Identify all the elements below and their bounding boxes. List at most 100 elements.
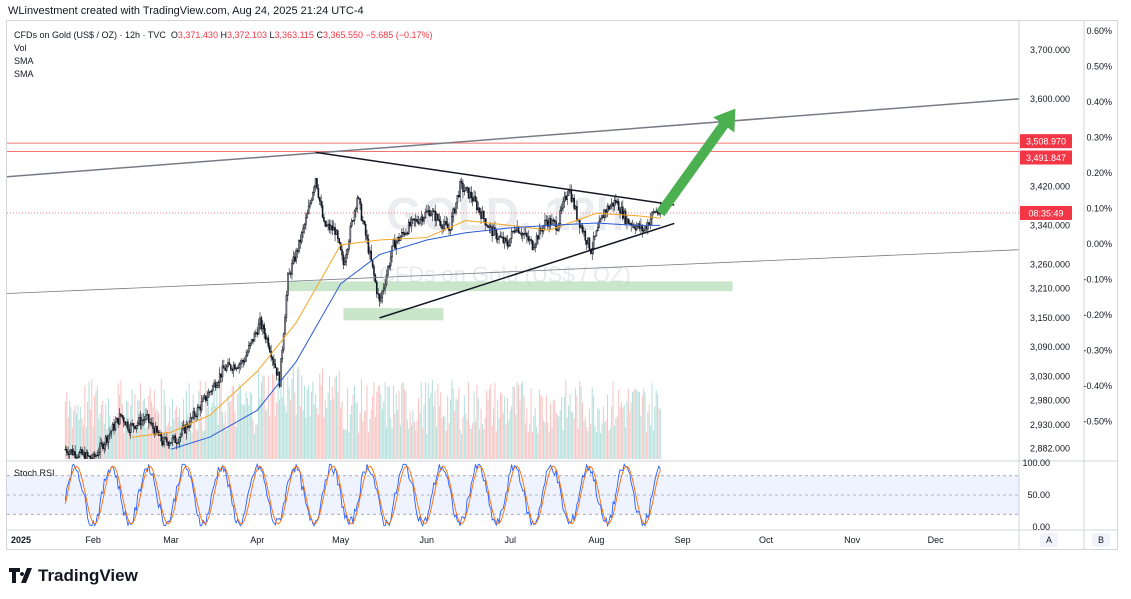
ohlc-legend[interactable]: CFDs on Gold (US$ / OZ) · 12h · TVC O3,3…: [14, 30, 433, 40]
percent-tick-label: -0.10%: [1083, 275, 1112, 285]
volume-bar: [625, 427, 627, 459]
candle: [147, 414, 150, 423]
candle: [645, 226, 648, 230]
candle: [110, 430, 113, 434]
volume-bar: [256, 424, 258, 459]
symbol-label[interactable]: CFDs on Gold (US$ / OZ) · 12h · TVC: [14, 30, 166, 40]
volume-bar: [113, 415, 115, 459]
stoch-rsi-legend[interactable]: Stoch RSI: [14, 468, 55, 478]
volume-bar: [476, 384, 478, 459]
candle: [249, 342, 252, 346]
candle: [384, 283, 386, 289]
candle: [396, 236, 399, 243]
price-axis[interactable]: 3,700.000 3,600.000 3,420.000 3,340.000 3,26…: [1030, 45, 1070, 453]
volume-bar: [387, 386, 389, 459]
candle: [252, 339, 254, 342]
volume-bar: [116, 427, 118, 459]
candle: [648, 222, 651, 225]
candle: [310, 199, 313, 204]
candle: [431, 210, 434, 216]
volume-bar: [358, 432, 360, 459]
candle: [106, 436, 108, 443]
candle: [380, 297, 382, 302]
volume-bar: [575, 388, 577, 459]
volume-bar: [659, 408, 661, 459]
volume-bar: [221, 412, 223, 459]
candle: [317, 188, 320, 198]
sma-fast-legend[interactable]: SMA: [14, 56, 34, 66]
candle: [502, 236, 505, 243]
volume-bar: [278, 400, 280, 459]
volume-bar: [424, 382, 426, 459]
volume-bar: [411, 424, 413, 459]
volume-bar: [511, 406, 513, 459]
volume-bar: [319, 373, 321, 459]
candle: [97, 452, 100, 456]
candle: [355, 208, 357, 212]
candle: [216, 385, 218, 389]
candle: [345, 254, 347, 263]
volume-bar: [95, 390, 97, 459]
candle: [349, 225, 352, 242]
volume-bar: [513, 386, 515, 459]
candle: [207, 391, 210, 398]
candle: [136, 422, 139, 426]
candle: [127, 421, 129, 430]
candle: [191, 417, 193, 419]
candle: [423, 217, 425, 222]
volume-bar: [341, 401, 343, 459]
candle: [545, 219, 548, 222]
volume-bar: [241, 403, 243, 459]
candle: [67, 452, 69, 456]
candle: [563, 196, 566, 202]
candle: [413, 218, 416, 221]
stoch-rsi-tick-label: 100.00: [1022, 458, 1050, 468]
volume-bar: [445, 430, 447, 459]
candle: [596, 227, 599, 232]
candle: [70, 449, 72, 452]
volume-bar: [334, 377, 336, 459]
volume-bar: [593, 395, 595, 459]
volume-bar: [96, 386, 98, 459]
volume-legend[interactable]: Vol: [14, 43, 27, 53]
volume-bar: [501, 394, 503, 459]
candle: [93, 453, 96, 458]
percent-axis[interactable]: 0.60% 0.50% 0.40% 0.30% 0.20% 0.10% 0.00% -0.10…: [1083, 26, 1112, 427]
volume-bar: [600, 433, 602, 459]
stoch-rsi-d-line: [64, 465, 661, 525]
time-axis[interactable]: 2025 Feb Mar Apr May Jun Jul Aug Sep Oct Nov Dec A B: [11, 533, 1110, 547]
candle: [544, 219, 546, 226]
volume-bar: [554, 399, 556, 459]
volume-bar: [384, 382, 386, 459]
candle: [477, 207, 480, 211]
candle: [143, 419, 146, 421]
volume-bar: [399, 425, 401, 459]
sma-slow-legend[interactable]: SMA: [14, 69, 34, 79]
candle: [321, 205, 324, 218]
scale-button-a[interactable]: A: [1046, 535, 1052, 545]
volume-bar: [274, 416, 276, 459]
volume-bar: [240, 386, 242, 459]
candle: [168, 443, 171, 446]
volume-bar: [408, 428, 410, 459]
candle: [357, 197, 360, 199]
volume-bar: [98, 418, 100, 459]
candle: [388, 265, 391, 268]
volume-bar: [536, 427, 538, 459]
volume-bar: [538, 389, 540, 459]
volume-bar: [474, 421, 476, 459]
volume-bar: [440, 392, 442, 459]
volume-bar: [151, 401, 153, 459]
candle: [211, 385, 214, 392]
volume-bar: [531, 431, 533, 459]
upper-channel-trendline: [7, 98, 1019, 178]
price-tick-label: 3,090.000: [1030, 342, 1070, 352]
candle: [228, 362, 231, 366]
volume-bar: [323, 417, 325, 459]
candle: [474, 196, 477, 202]
scale-button-b[interactable]: B: [1098, 535, 1104, 545]
volume-bar: [484, 417, 486, 459]
volume-bar: [499, 392, 501, 459]
candle: [282, 333, 285, 351]
